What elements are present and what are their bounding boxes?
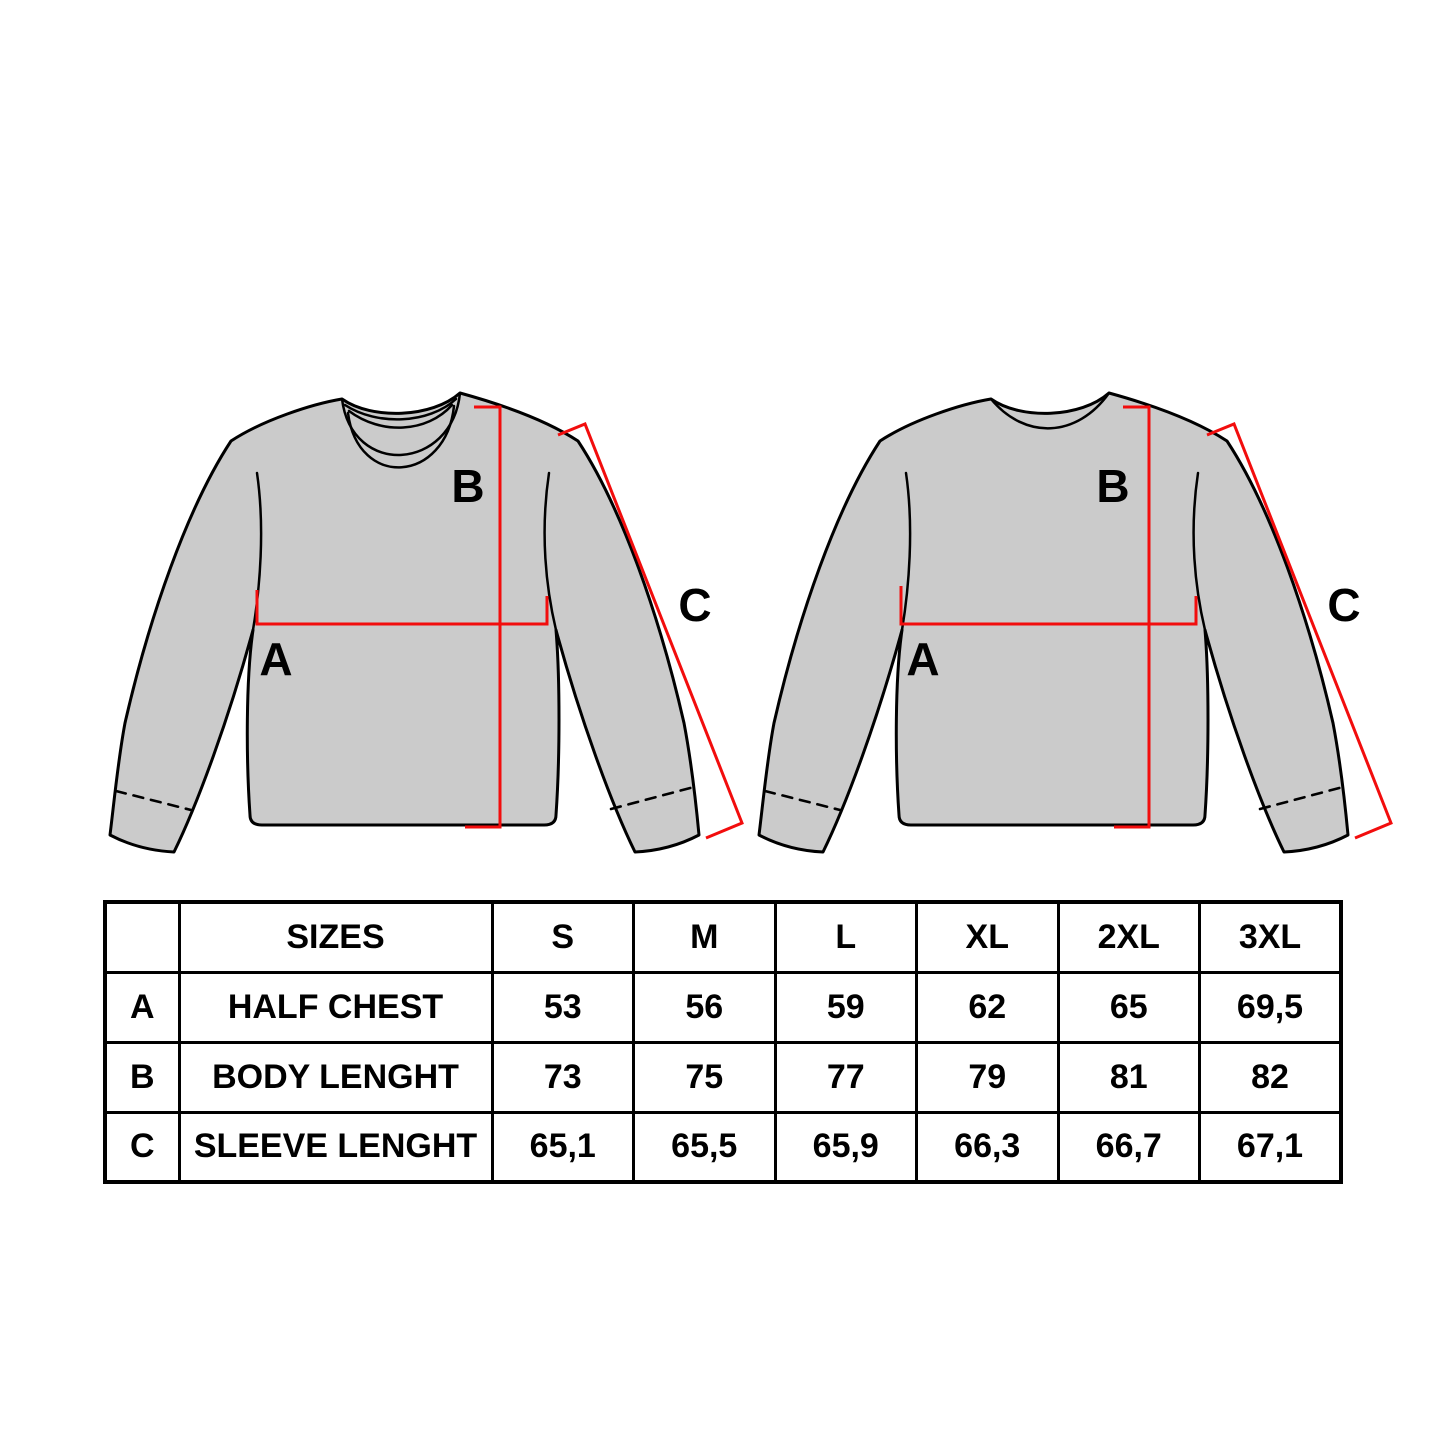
back-label-a: A (906, 633, 939, 685)
size-col-header-s: S (490, 900, 635, 974)
armhole-seam-right (543, 471, 558, 632)
value-cell: 65 (1056, 970, 1201, 1044)
row-letter-cell: C (103, 1110, 181, 1184)
row-letter-cell: A (103, 970, 181, 1044)
back-collar-seam-line-2 (347, 403, 454, 429)
measure-line-c-sleeve-length (1206, 422, 1393, 840)
front-label-b: B (451, 460, 484, 512)
size-col-header-2xl: 2XL (1056, 900, 1201, 974)
measure-line-a-half-chest (255, 590, 549, 626)
armhole-seam-left (900, 471, 912, 632)
back-label-c: C (1327, 579, 1360, 631)
corner-cell (103, 900, 181, 974)
measurement-name-cell: BODY LENGHT (177, 1040, 494, 1114)
table-row-sleeve-length: C SLEEVE LENGHT 65,1 65,5 65,9 66,3 66,7… (103, 1110, 1343, 1184)
armhole-seam-left (251, 471, 263, 632)
value-cell: 75 (632, 1040, 777, 1114)
value-cell: 66,3 (915, 1110, 1060, 1184)
measure-line-c-sleeve-length (557, 422, 744, 840)
value-cell: 79 (915, 1040, 1060, 1114)
value-cell: 53 (490, 970, 635, 1044)
size-col-header-l: L (773, 900, 918, 974)
back-collar-band-curve (989, 391, 1111, 430)
measurement-lines-front (255, 405, 744, 840)
value-cell: 56 (632, 970, 777, 1044)
size-table: SIZES S M L XL 2XL 3XL A HALF CHEST 53 5… (103, 900, 1343, 1184)
front-label-a: A (259, 633, 292, 685)
value-cell: 81 (1056, 1040, 1201, 1114)
back-label-b: B (1096, 460, 1129, 512)
measurement-name-cell: SLEEVE LENGHT (177, 1110, 494, 1184)
sizes-header-cell: SIZES (177, 900, 494, 974)
row-letter-cell: B (103, 1040, 181, 1114)
measurement-name-cell: HALF CHEST (177, 970, 494, 1044)
value-cell: 77 (773, 1040, 918, 1114)
size-table-grid: SIZES S M L XL 2XL 3XL A HALF CHEST 53 5… (103, 900, 1343, 1184)
measure-line-b-body-length (1114, 405, 1151, 829)
garment-front-svg: B A C (108, 391, 744, 854)
measure-line-b-body-length (465, 405, 502, 829)
size-col-header-xl: XL (915, 900, 1060, 974)
front-label-c: C (678, 579, 711, 631)
value-cell: 82 (1198, 1040, 1343, 1114)
cuff-rib-dashed-line-left (114, 789, 193, 812)
garment-back-detail-lines (763, 391, 1345, 812)
garment-back-svg: B A C (757, 391, 1393, 854)
back-collar-seam-line-1 (343, 397, 458, 421)
table-row-body-length: B BODY LENGHT 73 75 77 79 81 82 (103, 1040, 1343, 1114)
garment-back-diagram: B A C (737, 378, 1397, 878)
measure-line-a-half-chest (899, 586, 1198, 626)
cuff-rib-dashed-line-right (609, 785, 696, 811)
armhole-seam-right (1192, 471, 1207, 632)
collar-rib-bottom-curve (346, 404, 456, 469)
measurement-lines-back (899, 405, 1393, 840)
size-table-header-row: SIZES S M L XL 2XL 3XL (103, 900, 1343, 974)
garment-front-detail-lines (114, 391, 696, 812)
cuff-rib-dashed-line-right (1258, 785, 1345, 811)
value-cell: 62 (915, 970, 1060, 1044)
value-cell: 69,5 (1198, 970, 1343, 1044)
value-cell: 66,7 (1056, 1110, 1201, 1184)
size-col-header-3xl: 3XL (1198, 900, 1343, 974)
cuff-rib-dashed-line-left (763, 789, 842, 812)
table-row-half-chest: A HALF CHEST 53 56 59 62 65 69,5 (103, 970, 1343, 1044)
value-cell: 73 (490, 1040, 635, 1114)
value-cell: 59 (773, 970, 918, 1044)
value-cell: 65,1 (490, 1110, 635, 1184)
garment-front-diagram: B A C (88, 378, 748, 878)
size-col-header-m: M (632, 900, 777, 974)
value-cell: 65,5 (632, 1110, 777, 1184)
value-cell: 65,9 (773, 1110, 918, 1184)
value-cell: 67,1 (1198, 1110, 1343, 1184)
